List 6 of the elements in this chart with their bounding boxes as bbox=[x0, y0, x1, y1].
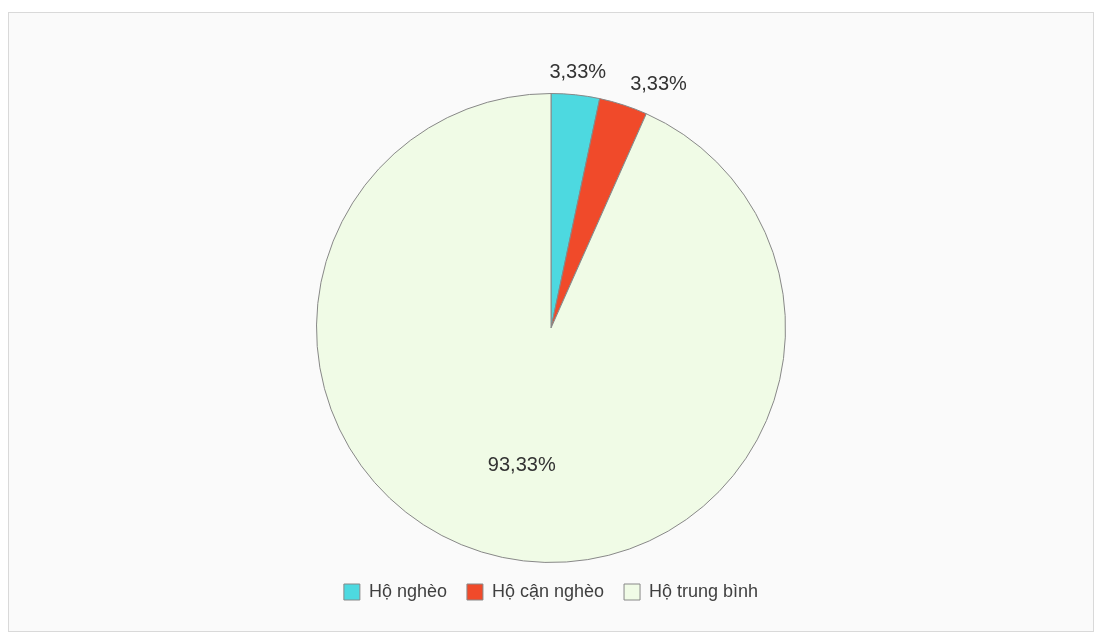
legend-label: Hộ cận nghèo bbox=[491, 580, 605, 601]
data-label: 3,33% bbox=[630, 71, 688, 94]
data-label: 93,33% bbox=[487, 453, 556, 476]
legend-label: Hộ nghèo bbox=[368, 580, 447, 601]
legend-label: Hộ trung bình bbox=[649, 580, 759, 601]
data-label: 3,33% bbox=[549, 60, 607, 83]
